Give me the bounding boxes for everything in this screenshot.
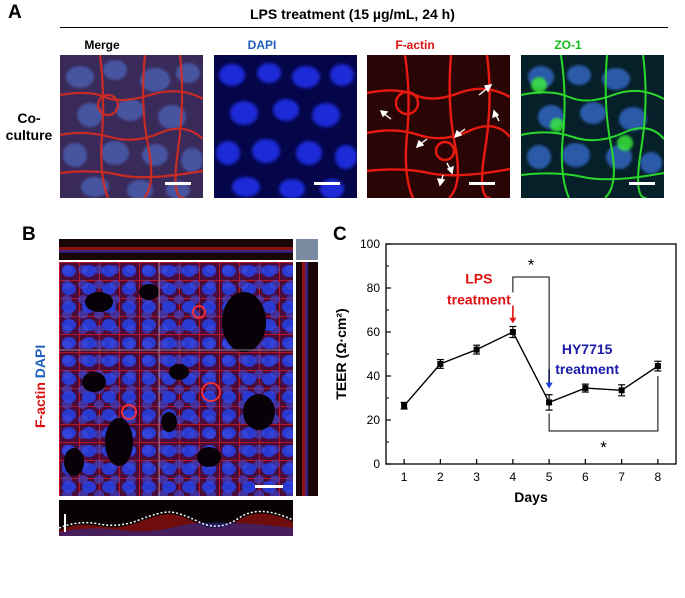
label-factin: F-actin [32, 382, 48, 428]
row-label-coculture: Co- culture [5, 110, 53, 143]
panel-b-letter: B [22, 224, 36, 245]
data-point [437, 360, 444, 367]
x-tick-label: 8 [655, 470, 662, 484]
data-point [546, 399, 553, 406]
significance-mark-2: * [600, 438, 607, 457]
x-tick-label: 7 [618, 470, 625, 484]
y-tick-label: 100 [360, 237, 380, 251]
x-tick-label: 3 [473, 470, 480, 484]
data-point [473, 346, 480, 353]
significance-bracket-2 [548, 376, 659, 432]
data-point [509, 329, 516, 335]
micrograph-dapi [214, 55, 357, 198]
data-point [654, 363, 661, 370]
col-label-factin: F-actin [395, 38, 435, 52]
y-tick-label: 40 [367, 369, 381, 383]
x-tick-label: 6 [582, 470, 589, 484]
x-tick-label: 1 [401, 470, 408, 484]
header-divider [60, 27, 668, 28]
panel-b-channel-label: F-actin DAPI [28, 345, 52, 598]
annotation-hy7715-line2: treatment [555, 361, 619, 377]
x-axis-label: Days [514, 489, 548, 505]
annotation-hy7715-line1: HY7715 [562, 341, 613, 357]
series-line [403, 331, 659, 407]
x-tick-label: 2 [437, 470, 444, 484]
panel-a-header: LPS treatment (15 µg/mL, 24 h) [250, 6, 455, 22]
orthogonal-view-top [59, 239, 293, 260]
micrograph-merge [60, 55, 203, 198]
teer-chart: 0 20 40 60 80 100 1 2 3 4 5 6 7 8 Days TEER (Ω·cm²) LPS… [333, 237, 677, 505]
cross-section-view [59, 500, 293, 536]
annotation-lps-line2: treatment [447, 292, 511, 308]
annotation-lps-line1: LPS [465, 271, 492, 287]
y-tick-label: 60 [367, 325, 381, 339]
micrograph-zo1 [521, 55, 664, 198]
col-label-zo1: ZO-1 [554, 38, 582, 52]
y-tick-label: 0 [373, 457, 380, 471]
data-point [618, 387, 625, 394]
y-tick-label: 80 [367, 281, 381, 295]
micrograph-factin [367, 55, 510, 198]
panel-c-letter: C [333, 224, 347, 245]
x-tick-label: 5 [546, 470, 553, 484]
col-label-merge: Merge [84, 38, 120, 52]
label-dapi: DAPI [32, 344, 48, 379]
significance-bracket-1 [512, 276, 550, 383]
orthogonal-view-right [296, 262, 318, 496]
significance-mark-1: * [528, 255, 535, 274]
col-label-dapi: DAPI [247, 38, 277, 52]
panel-a-letter: A [8, 2, 22, 23]
micrograph-confocal [59, 262, 293, 496]
data-point [401, 402, 408, 409]
data-point [582, 385, 589, 392]
y-tick-label: 20 [367, 413, 381, 427]
annotation-lps-arrowhead [509, 317, 517, 324]
annotation-hy7715-arrowhead [545, 382, 553, 389]
orthogonal-corner [296, 239, 318, 260]
y-axis-label: TEER (Ω·cm²) [333, 308, 349, 399]
x-tick-label: 4 [510, 470, 517, 484]
